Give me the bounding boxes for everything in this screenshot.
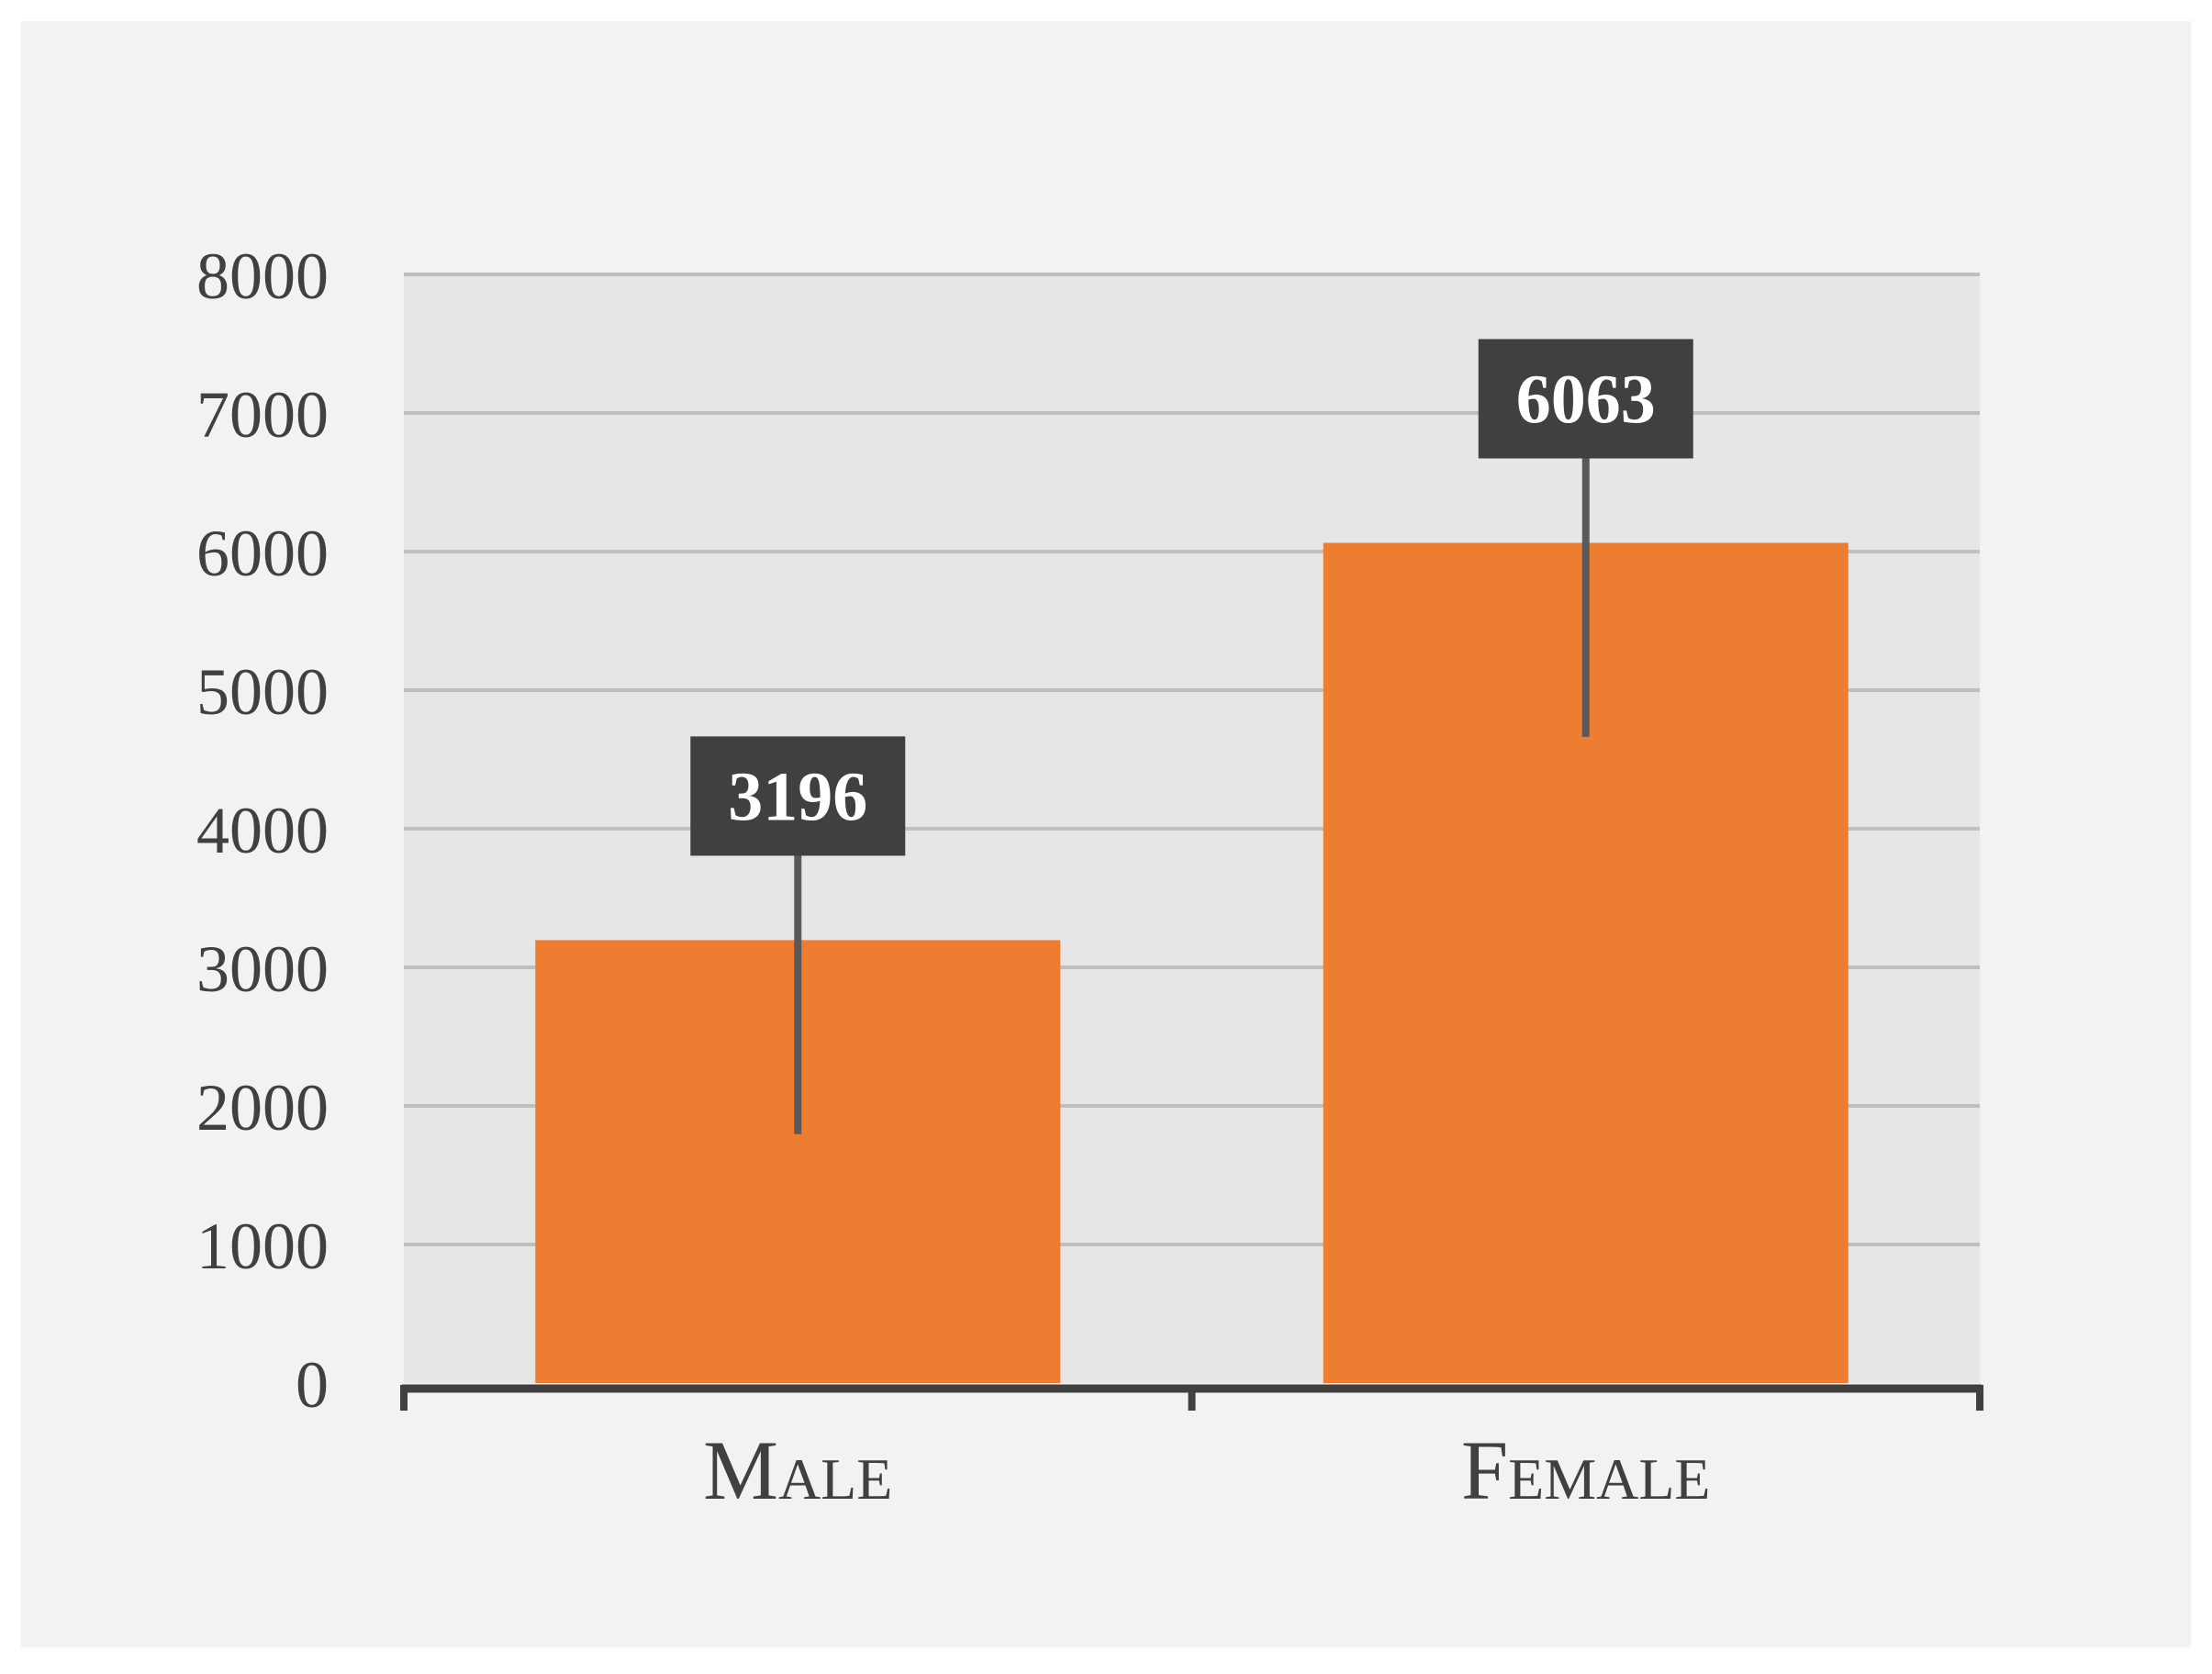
data-label-text: 3196 [728,758,867,835]
y-tick-label: 5000 [196,655,329,729]
x-category-label: Male [703,1423,892,1517]
y-tick-label: 2000 [196,1071,329,1144]
x-axis-category-labels: Male Female [703,1423,1710,1517]
data-label: 6063 [1478,339,1693,459]
error-bars [794,441,1590,1134]
bar-chart: 0 1000 2000 3000 4000 5000 6000 7000 8000 Male Fe… [196,240,1983,1517]
chart-frame: 0 1000 2000 3000 4000 5000 6000 7000 8000 Male Fe… [21,21,2191,1647]
x-category-label: Female [1461,1423,1711,1517]
y-tick-label: 3000 [196,932,329,1006]
x-axis [400,1384,1983,1411]
y-tick-label: 4000 [196,794,329,867]
data-label-text: 6063 [1516,361,1656,438]
y-tick-label: 6000 [196,517,329,590]
y-axis-tick-labels: 0 1000 2000 3000 4000 5000 6000 7000 8000 [196,240,329,1422]
data-label-box [1478,339,1693,459]
data-labels: 3196 6063 [690,339,1693,856]
bars [535,542,1849,1383]
y-tick-label: 0 [296,1348,329,1422]
y-tick-label: 1000 [196,1210,329,1283]
data-label-box [690,736,906,856]
y-tick-label: 8000 [196,240,329,313]
data-label: 3196 [690,736,906,856]
y-tick-label: 7000 [196,378,329,452]
